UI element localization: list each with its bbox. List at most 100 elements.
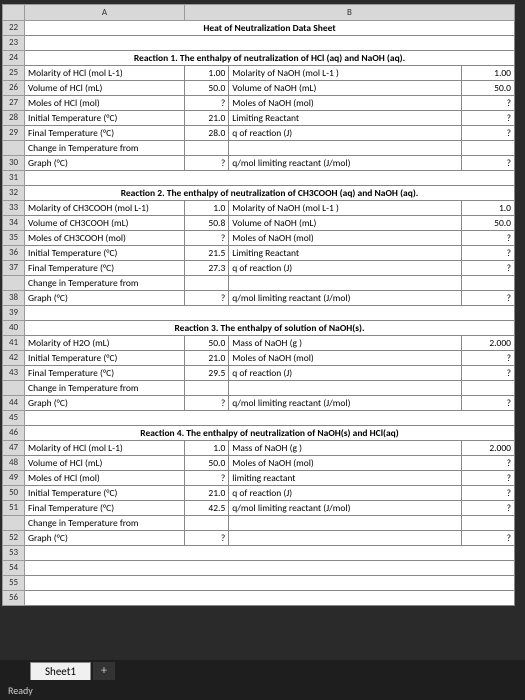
cell[interactable]: Initial Temperature (°C) xyxy=(25,246,185,261)
cell[interactable]: 29.5 xyxy=(185,366,229,381)
cell[interactable]: Volume of NaOH (mL) xyxy=(229,81,461,96)
cell[interactable] xyxy=(25,171,515,186)
row-header[interactable]: 29 xyxy=(3,126,25,141)
cell[interactable]: q/mol limiting reactant (J/mol) xyxy=(229,396,461,411)
row-header[interactable]: 31 xyxy=(3,171,25,186)
row-header[interactable]: 43 xyxy=(3,366,25,381)
cell[interactable]: 21.0 xyxy=(185,351,229,366)
cell[interactable]: ? xyxy=(461,351,514,366)
cell[interactable]: ? xyxy=(185,531,229,546)
row-header[interactable]: 22 xyxy=(3,21,25,36)
cell[interactable]: Moles of CH3COOH (mol) xyxy=(25,231,185,246)
cell[interactable]: q/mol limiting reactant (J/mol) xyxy=(229,156,461,171)
row-header[interactable]: 28 xyxy=(3,111,25,126)
cell[interactable]: ? xyxy=(185,291,229,306)
row-header[interactable] xyxy=(3,516,25,531)
cell[interactable] xyxy=(461,141,514,156)
cell[interactable]: ? xyxy=(461,471,514,486)
row-header[interactable]: 40 xyxy=(3,321,25,336)
cell[interactable] xyxy=(25,546,515,561)
cell[interactable]: ? xyxy=(185,96,229,111)
row-header[interactable]: 34 xyxy=(3,216,25,231)
cell[interactable] xyxy=(185,141,229,156)
row-header[interactable]: 46 xyxy=(3,426,25,441)
cell[interactable]: ? xyxy=(461,531,514,546)
cell[interactable] xyxy=(25,36,515,51)
cell[interactable]: Graph (°C) xyxy=(25,531,185,546)
cell[interactable]: 21.0 xyxy=(185,486,229,501)
cell[interactable]: 1.00 xyxy=(185,66,229,81)
cell[interactable]: Moles of NaOH (mol) xyxy=(229,231,461,246)
cell[interactable] xyxy=(229,276,461,291)
cell[interactable]: 50.0 xyxy=(461,216,514,231)
cell[interactable]: 50.0 xyxy=(185,336,229,351)
cell[interactable]: Moles of NaOH (mol) xyxy=(229,351,461,366)
cell[interactable]: q of reaction (J) xyxy=(229,366,461,381)
row-header[interactable]: 36 xyxy=(3,246,25,261)
cell[interactable]: Mass of NaOH (g ) xyxy=(229,441,461,456)
row-header[interactable]: 27 xyxy=(3,96,25,111)
cell[interactable] xyxy=(229,531,461,546)
cell[interactable]: ? xyxy=(185,471,229,486)
cell[interactable] xyxy=(461,381,514,396)
cell[interactable]: Volume of CH3COOH (mL) xyxy=(25,216,185,231)
row-header[interactable]: 41 xyxy=(3,336,25,351)
cell[interactable]: Final Temperature (°C) xyxy=(25,501,185,516)
row-header[interactable] xyxy=(3,141,25,156)
cell[interactable]: Moles of HCl (mol) xyxy=(25,471,185,486)
sheet-tab[interactable]: Sheet1 xyxy=(30,662,91,680)
row-header[interactable]: 42 xyxy=(3,351,25,366)
row-header[interactable]: 44 xyxy=(3,396,25,411)
cell[interactable]: ? xyxy=(461,96,514,111)
row-header[interactable]: 56 xyxy=(3,591,25,606)
cell[interactable]: Moles of NaOH (mol) xyxy=(229,96,461,111)
row-header[interactable]: 38 xyxy=(3,291,25,306)
row-header[interactable] xyxy=(3,276,25,291)
add-sheet-button[interactable]: + xyxy=(93,662,115,680)
cell[interactable]: ? xyxy=(461,486,514,501)
row-header[interactable]: 50 xyxy=(3,486,25,501)
cell[interactable]: ? xyxy=(461,291,514,306)
row-header[interactable]: 45 xyxy=(3,411,25,426)
cell[interactable]: ? xyxy=(461,261,514,276)
cell[interactable] xyxy=(461,516,514,531)
cell[interactable] xyxy=(25,306,515,321)
cell[interactable] xyxy=(25,411,515,426)
cell[interactable]: 27.3 xyxy=(185,261,229,276)
cell[interactable] xyxy=(229,141,461,156)
cell[interactable]: Molarity of HCl (mol L-1) xyxy=(25,66,185,81)
row-header[interactable]: 37 xyxy=(3,261,25,276)
cell[interactable]: Limiting Reactant xyxy=(229,246,461,261)
cell[interactable]: Graph (°C) xyxy=(25,156,185,171)
row-header[interactable]: 35 xyxy=(3,231,25,246)
cell[interactable]: Volume of NaOH (mL) xyxy=(229,216,461,231)
cell[interactable]: q/mol limiting reactant (J/mol) xyxy=(229,291,461,306)
cell[interactable]: 1.0 xyxy=(185,441,229,456)
cell[interactable]: Change in Temperature from xyxy=(25,276,185,291)
cell[interactable] xyxy=(25,561,515,576)
cell[interactable]: Change in Temperature from xyxy=(25,141,185,156)
cell[interactable]: ? xyxy=(461,156,514,171)
cell[interactable]: Molarity of H2O (mL) xyxy=(25,336,185,351)
cell[interactable]: q/mol limiting reactant (J/mol) xyxy=(229,501,461,516)
cell[interactable]: Mass of NaOH (g ) xyxy=(229,336,461,351)
cell[interactable]: q of reaction (J) xyxy=(229,261,461,276)
cell[interactable]: Final Temperature (°C) xyxy=(25,126,185,141)
col-header[interactable]: A xyxy=(25,5,185,21)
cell[interactable]: 21.0 xyxy=(185,111,229,126)
row-header[interactable]: 33 xyxy=(3,201,25,216)
cell[interactable]: Molarity of NaOH (mol L-1 ) xyxy=(229,66,461,81)
row-header[interactable]: 23 xyxy=(3,36,25,51)
cell[interactable]: Initial Temperature (°C) xyxy=(25,111,185,126)
cell[interactable]: Graph (°C) xyxy=(25,396,185,411)
row-header[interactable]: 39 xyxy=(3,306,25,321)
cell[interactable]: 1.0 xyxy=(185,201,229,216)
cell[interactable] xyxy=(185,381,229,396)
cell[interactable]: 1.0 xyxy=(461,201,514,216)
cell[interactable]: limiting reactant xyxy=(229,471,461,486)
cell[interactable]: ? xyxy=(461,246,514,261)
cell[interactable]: Final Temperature (°C) xyxy=(25,261,185,276)
cell[interactable] xyxy=(461,276,514,291)
cell[interactable] xyxy=(185,516,229,531)
cell[interactable]: ? xyxy=(185,396,229,411)
